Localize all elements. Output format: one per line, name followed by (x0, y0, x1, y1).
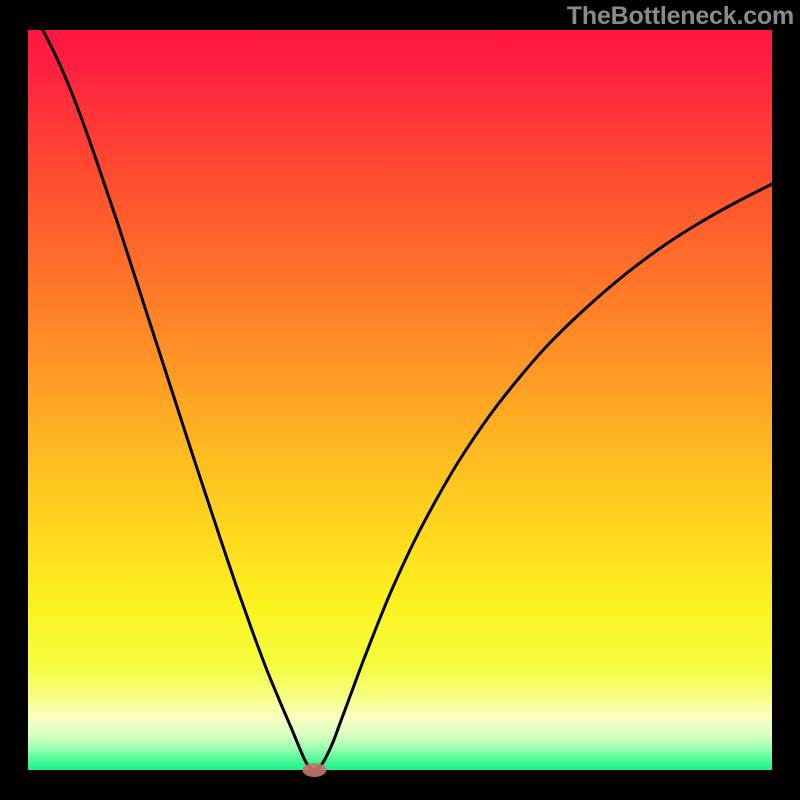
optimal-point-marker (302, 763, 326, 777)
watermark-label: TheBottleneck.com (567, 2, 794, 31)
bottleneck-chart: TheBottleneck.com (0, 0, 800, 800)
chart-gradient-bg (28, 30, 772, 770)
chart-svg (0, 0, 800, 800)
